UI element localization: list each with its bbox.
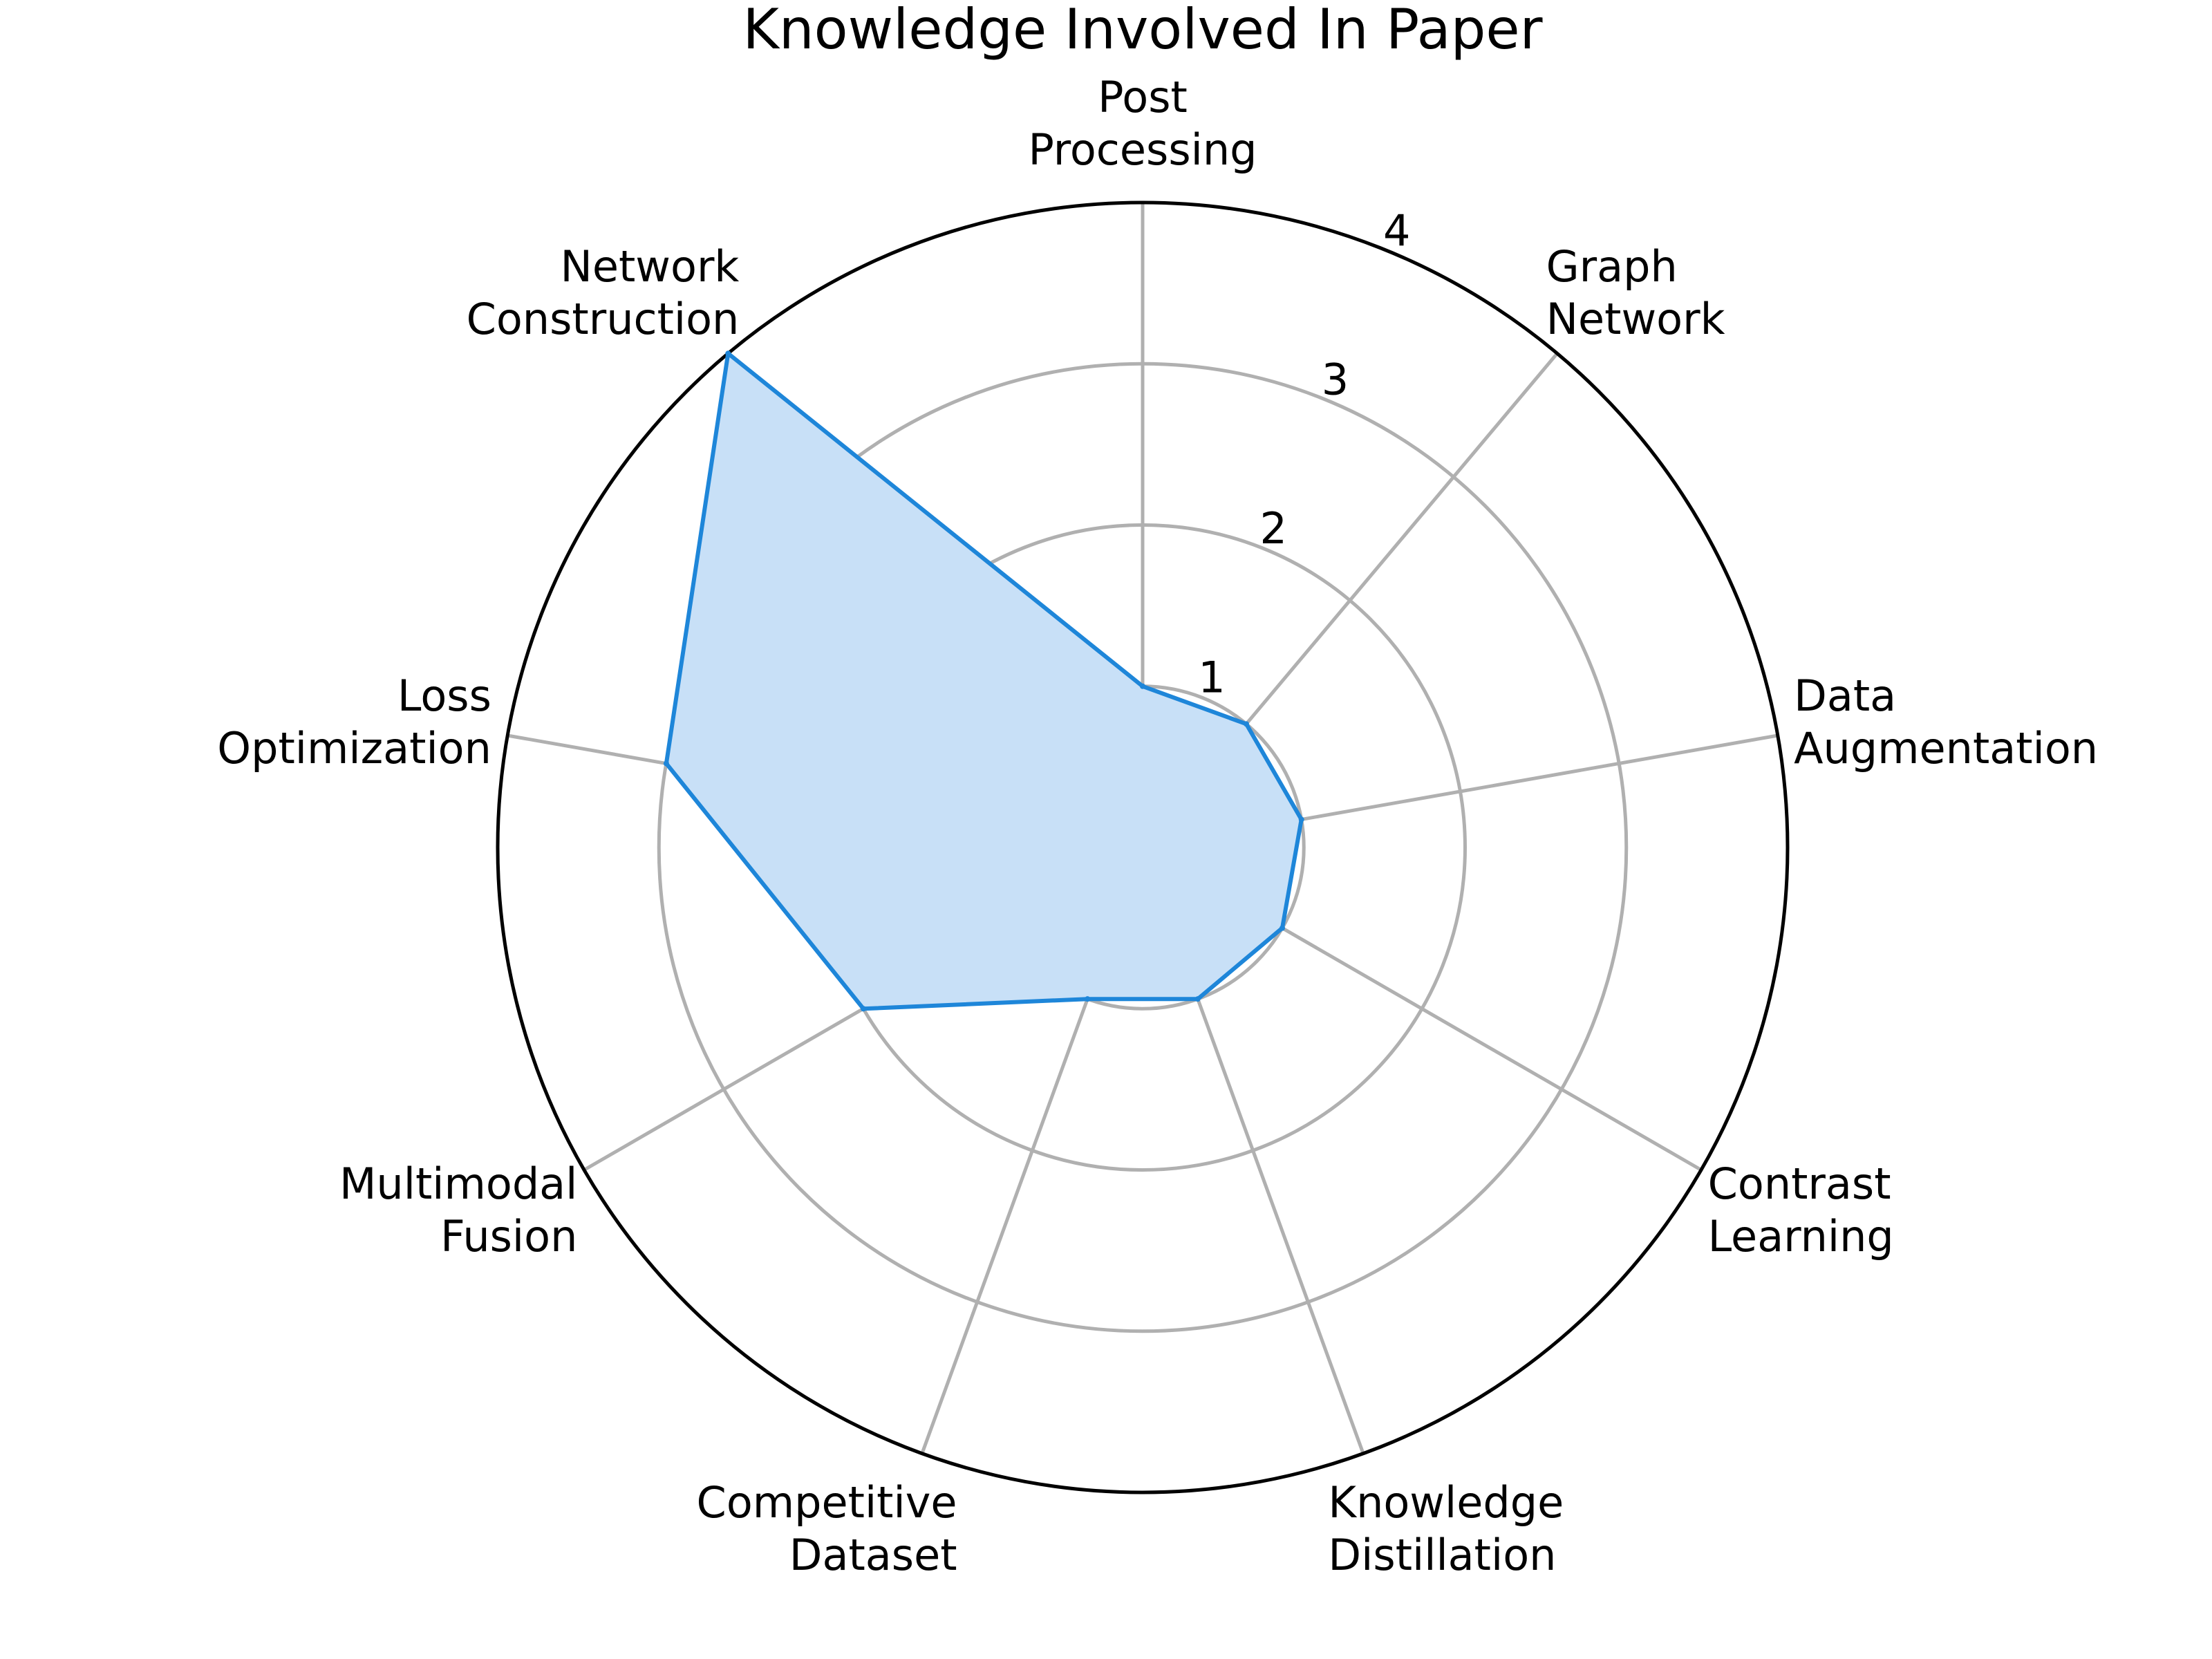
category-label: Data Augmentation: [1794, 671, 2098, 774]
category-label: Competitive Dataset: [697, 1477, 957, 1580]
data-point-0: [1140, 683, 1145, 689]
series-layer: [663, 350, 1304, 1012]
radial-tick-label: 3: [1322, 355, 1349, 405]
series-area: [666, 353, 1302, 1009]
category-label: Knowledge Distillation: [1328, 1477, 1564, 1580]
series-line: [664, 351, 1304, 1011]
radial-tick-label: 1: [1198, 653, 1225, 703]
category-label: Graph Network: [1546, 241, 1725, 344]
data-point-2: [1298, 816, 1304, 823]
data-point-6: [860, 1006, 866, 1012]
category-label: Multimodal Fusion: [339, 1159, 577, 1262]
data-point-8: [725, 350, 731, 357]
data-point-5: [1085, 996, 1091, 1002]
category-label: Post Processing: [1028, 72, 1257, 175]
data-point-4: [1194, 996, 1201, 1002]
chart-title: Knowledge Involved In Paper: [742, 0, 1542, 62]
radial-tick-label: 2: [1260, 503, 1287, 554]
category-label: Loss Optimization: [217, 671, 491, 774]
category-label: Network Construction: [467, 241, 740, 344]
radial-tick-label: 4: [1383, 205, 1410, 256]
polar-frame: [496, 200, 1790, 1494]
data-point-7: [663, 760, 669, 767]
label-layer: 1 2 3 4 Post Processing Graph Network Data Augmen…: [217, 72, 2098, 1580]
data-point-1: [1243, 721, 1249, 727]
category-label: Contrast Learning: [1708, 1159, 1894, 1262]
data-point-3: [1280, 925, 1286, 931]
